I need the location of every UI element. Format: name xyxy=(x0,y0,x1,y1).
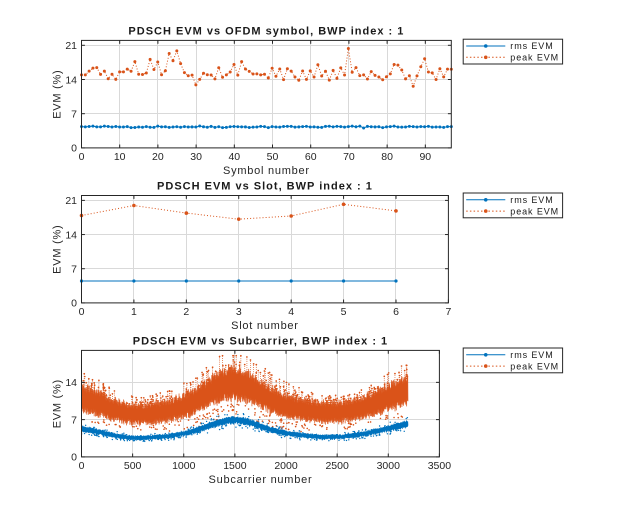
svg-text:0: 0 xyxy=(71,452,77,464)
svg-text:6: 6 xyxy=(393,306,399,318)
svg-text:70: 70 xyxy=(343,151,355,163)
svg-text:0: 0 xyxy=(79,306,85,318)
svg-text:Symbol number: Symbol number xyxy=(223,165,310,177)
svg-text:10: 10 xyxy=(114,151,126,163)
svg-text:21: 21 xyxy=(65,40,77,52)
svg-text:3: 3 xyxy=(236,306,242,318)
svg-text:0: 0 xyxy=(71,298,77,310)
svg-text:90: 90 xyxy=(419,151,431,163)
svg-text:rms EVM: rms EVM xyxy=(510,350,553,360)
svg-text:Slot number: Slot number xyxy=(231,320,299,332)
svg-text:3500: 3500 xyxy=(428,460,452,472)
svg-text:1: 1 xyxy=(131,306,137,318)
svg-text:20: 20 xyxy=(152,151,164,163)
svg-text:PDSCH EVM vs Subcarrier, BWP i: PDSCH EVM vs Subcarrier, BWP index : 1 xyxy=(133,335,388,347)
svg-text:rms EVM: rms EVM xyxy=(510,41,553,51)
svg-text:1500: 1500 xyxy=(223,460,247,472)
svg-text:7: 7 xyxy=(71,414,77,426)
svg-text:14: 14 xyxy=(65,74,77,86)
svg-text:3000: 3000 xyxy=(377,460,401,472)
svg-text:EVM (%): EVM (%) xyxy=(51,225,63,274)
svg-text:1000: 1000 xyxy=(172,460,196,472)
svg-text:500: 500 xyxy=(124,460,142,472)
svg-text:PDSCH EVM vs Slot, BWP index :: PDSCH EVM vs Slot, BWP index : 1 xyxy=(157,180,373,192)
svg-text:peak EVM: peak EVM xyxy=(510,206,559,216)
svg-text:7: 7 xyxy=(71,264,77,276)
svg-text:2500: 2500 xyxy=(325,460,349,472)
svg-text:peak EVM: peak EVM xyxy=(510,53,559,63)
svg-text:0: 0 xyxy=(71,143,77,155)
svg-text:4: 4 xyxy=(288,306,294,318)
svg-text:PDSCH EVM vs OFDM symbol, BWP: PDSCH EVM vs OFDM symbol, BWP index : 1 xyxy=(128,25,404,37)
svg-text:21: 21 xyxy=(65,195,77,207)
svg-text:0: 0 xyxy=(79,460,85,472)
svg-text:rms EVM: rms EVM xyxy=(510,195,553,205)
svg-text:EVM (%): EVM (%) xyxy=(51,70,63,119)
svg-text:40: 40 xyxy=(228,151,240,163)
svg-text:50: 50 xyxy=(267,151,279,163)
svg-text:Subcarrier number: Subcarrier number xyxy=(209,474,313,486)
svg-text:7: 7 xyxy=(71,109,77,121)
svg-text:30: 30 xyxy=(190,151,202,163)
svg-text:7: 7 xyxy=(445,306,451,318)
svg-text:60: 60 xyxy=(305,151,317,163)
svg-text:14: 14 xyxy=(65,377,77,389)
svg-text:2000: 2000 xyxy=(274,460,298,472)
svg-text:14: 14 xyxy=(65,229,77,241)
svg-text:2: 2 xyxy=(183,306,189,318)
svg-text:80: 80 xyxy=(381,151,393,163)
svg-text:EVM (%): EVM (%) xyxy=(51,379,63,428)
svg-text:0: 0 xyxy=(79,151,85,163)
svg-text:peak EVM: peak EVM xyxy=(510,361,559,371)
svg-text:5: 5 xyxy=(341,306,347,318)
